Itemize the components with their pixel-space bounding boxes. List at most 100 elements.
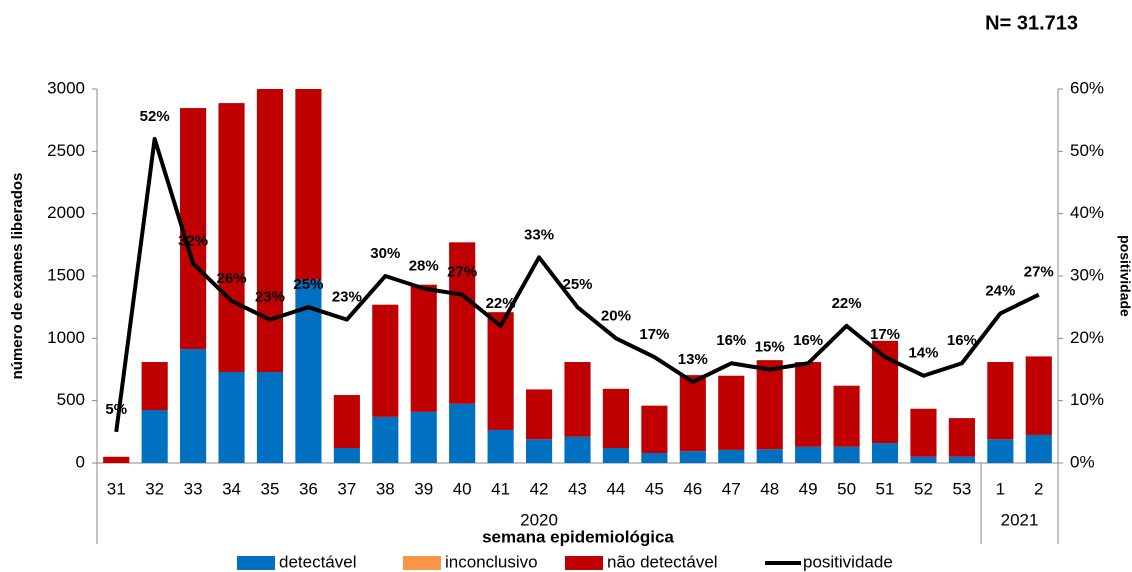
x-tick-label: 46 [683, 479, 702, 498]
bar [487, 312, 514, 430]
group-label: 2020 [520, 510, 558, 529]
bar [718, 449, 745, 463]
data-label: 20% [601, 307, 631, 324]
data-label: 24% [985, 282, 1015, 299]
x-tick-label: 41 [491, 479, 510, 498]
bar [871, 443, 899, 463]
x-tick-label: 53 [952, 479, 971, 498]
y2-tick-label: 60% [1070, 78, 1104, 97]
legend-symbol [403, 556, 441, 570]
y2-axis-title: positividade [1117, 235, 1132, 317]
y2-tick-label: 50% [1070, 141, 1104, 160]
y-axis-title: número de exames liberados [9, 173, 26, 380]
bar [256, 371, 284, 463]
y2-tick-label: 20% [1070, 328, 1104, 347]
data-label: 25% [562, 276, 592, 293]
bar [256, 89, 284, 372]
y-tick-label: 1500 [47, 265, 85, 284]
bar [679, 375, 706, 452]
data-label: 27% [1024, 264, 1054, 281]
bar [756, 449, 783, 463]
bar [525, 439, 553, 463]
bar [525, 389, 553, 440]
bar [487, 429, 514, 463]
bar [948, 456, 975, 463]
legend-label: não detectável [607, 552, 718, 571]
bar [103, 456, 130, 463]
x-axis-title: semana epidemiológica [482, 527, 674, 546]
data-label: 15% [755, 338, 785, 355]
bar [410, 284, 437, 412]
bar [718, 375, 745, 450]
x-tick-label: 2 [1034, 479, 1043, 498]
bar [833, 385, 860, 447]
data-label: 16% [947, 332, 977, 349]
bar [564, 362, 591, 437]
y2-tick-label: 30% [1070, 265, 1104, 284]
data-label: 23% [332, 289, 362, 306]
x-tick-label: 39 [414, 479, 433, 498]
bar [1025, 434, 1052, 463]
data-label: 28% [409, 257, 439, 274]
data-label: 33% [524, 226, 554, 243]
legend-label: detectável [279, 552, 357, 571]
bar [449, 242, 476, 404]
data-label: 25% [293, 276, 323, 293]
data-label: 26% [217, 270, 247, 287]
line [114, 136, 1040, 433]
y2-tick-label: 0% [1070, 452, 1095, 471]
x-tick-label: 49 [799, 479, 818, 498]
bar [1025, 356, 1052, 435]
bar [141, 362, 168, 411]
bar [910, 456, 937, 463]
bar [679, 451, 706, 463]
bar [410, 411, 437, 463]
data-label: 27% [447, 264, 477, 281]
x-tick-label: 42 [530, 479, 549, 498]
data-label: 23% [255, 289, 285, 306]
bar [372, 304, 399, 417]
bar [180, 349, 207, 463]
bar [795, 362, 822, 447]
data-label: 52% [140, 108, 170, 125]
bar [295, 89, 322, 280]
bar [910, 408, 937, 457]
data-label: 17% [870, 326, 900, 343]
x-tick-label: 44 [606, 479, 625, 498]
x-tick-label: 43 [568, 479, 587, 498]
bar [218, 103, 245, 372]
x-tick-label: 51 [876, 479, 895, 498]
bar [333, 395, 360, 449]
x-tick-label: 31 [107, 479, 126, 498]
x-tick-label: 33 [184, 479, 203, 498]
x-tick-label: 34 [222, 479, 241, 498]
data-label: 17% [639, 326, 669, 343]
bar [564, 436, 591, 463]
legend-label: positividade [803, 552, 893, 571]
x-tick-label: 48 [760, 479, 779, 498]
y-tick-label: 1000 [47, 328, 85, 347]
bar [602, 388, 630, 449]
y-tick-label: 2000 [47, 203, 85, 222]
x-tick-label: 1 [996, 479, 1005, 498]
legend-symbol [565, 556, 603, 570]
x-tick-label: 38 [376, 479, 395, 498]
y-tick-label: 500 [57, 390, 85, 409]
x-tick-label: 36 [299, 479, 318, 498]
bar [372, 416, 399, 463]
bar [987, 439, 1014, 463]
data-label: 13% [678, 351, 708, 368]
bar [333, 448, 360, 463]
data-label: 14% [908, 345, 938, 362]
bar [795, 446, 822, 463]
data-label: 30% [370, 245, 400, 262]
x-tick-label: 50 [837, 479, 856, 498]
bar [948, 418, 975, 457]
sample-size: N= 31.713 [985, 12, 1078, 34]
bar [449, 403, 476, 463]
bar [987, 362, 1014, 440]
x-tick-label: 47 [722, 479, 741, 498]
x-tick-label: 32 [145, 479, 164, 498]
y-tick-label: 0 [76, 452, 85, 471]
